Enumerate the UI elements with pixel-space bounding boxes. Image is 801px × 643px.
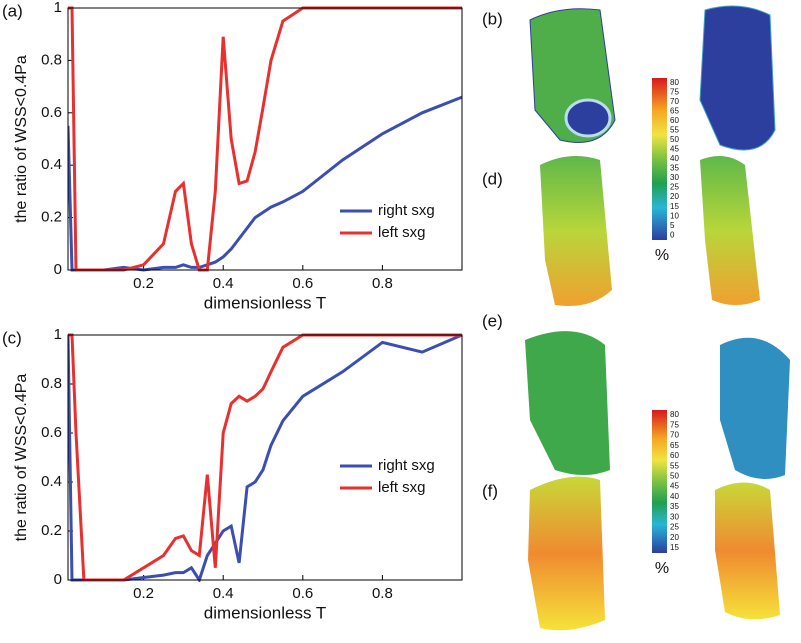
panel-label: (e) (482, 311, 503, 330)
legend-label: left sxg (378, 479, 426, 496)
y-tick-label: 0.8 (41, 375, 62, 392)
colorbar-tick-label: 50 (670, 472, 679, 481)
y-tick-label: 0.8 (41, 51, 62, 68)
colorbar-tick-label: 70 (670, 97, 679, 106)
panel-label: (d) (482, 169, 503, 188)
y-tick-label: 0.4 (41, 156, 62, 173)
colorbar-tick-label: 0 (670, 230, 675, 239)
x-tick-label: 0.4 (213, 585, 234, 602)
panel-label: (c) (2, 328, 22, 347)
colorbar-tick-label: 65 (670, 441, 679, 450)
colorbar-tick-label: 35 (670, 502, 679, 511)
vessel-renders (525, 5, 790, 631)
x-axis-label: dimensionless T (204, 293, 327, 312)
colorbar-tick-label: 5 (670, 221, 675, 230)
colorbar-tick-label: 75 (670, 87, 679, 96)
panel-label: (b) (482, 9, 503, 28)
x-tick-label: 0.8 (372, 585, 393, 602)
panel-label: (a) (2, 1, 23, 20)
y-tick-label: 0.2 (41, 522, 62, 539)
colorbar-unit: % (655, 560, 669, 577)
colorbar-tick-label: 30 (670, 173, 679, 182)
colorbar-tick-label: 15 (670, 543, 679, 552)
x-tick-label: 0.2 (133, 275, 154, 292)
y-tick-label: 1 (54, 0, 62, 16)
y-tick-label: 1 (54, 326, 62, 343)
colorbar-tick-label: 20 (670, 533, 679, 542)
y-tick-label: 0.4 (41, 473, 62, 490)
colorbar-tick-label: 60 (670, 116, 679, 125)
colorbar-tick-label: 20 (670, 192, 679, 201)
colorbar-tick-label: 75 (670, 420, 679, 429)
colorbar-tick-label: 65 (670, 106, 679, 115)
colorbar-tick-label: 45 (670, 145, 679, 154)
colorbar-tick-label: 35 (670, 164, 679, 173)
legend-label: left sxg (378, 224, 426, 241)
colorbar-tick-label: 70 (670, 431, 679, 440)
colorbar-unit: % (655, 247, 669, 264)
legend-label: right sxg (378, 457, 435, 474)
y-tick-label: 0 (54, 261, 62, 278)
plot-frame (67, 7, 463, 271)
y-tick-label: 0.2 (41, 209, 62, 226)
colorbar-tick-label: 15 (670, 202, 679, 211)
x-tick-label: 0.4 (213, 275, 234, 292)
y-tick-label: 0.6 (41, 104, 62, 121)
y-axis-label: the ratio of WSS<0.4Pa (13, 55, 30, 223)
colorbar-tick-label: 60 (670, 451, 679, 460)
panel-label: (f) (482, 481, 498, 500)
colorbar-tick-label: 55 (670, 461, 679, 470)
y-tick-label: 0 (54, 571, 62, 588)
colorbar-tick-label: 80 (670, 410, 679, 419)
series-line (68, 95, 462, 272)
colorbar (652, 410, 667, 553)
x-axis-label: dimensionless T (204, 603, 327, 622)
colorbar (652, 78, 667, 240)
y-axis-label: the ratio of WSS<0.4Pa (13, 374, 30, 542)
legend-label: right sxg (378, 202, 435, 219)
colorbar-tick-label: 45 (670, 482, 679, 491)
x-tick-label: 0.8 (372, 275, 393, 292)
colorbar-tick-label: 80 (670, 78, 679, 87)
colorbar-tick-label: 40 (670, 492, 679, 501)
y-tick-label: 0.6 (41, 424, 62, 441)
colorbar-tick-label: 50 (670, 135, 679, 144)
plot-frame (67, 334, 463, 581)
x-tick-label: 0.6 (292, 585, 313, 602)
colorbar-tick-label: 10 (670, 211, 679, 220)
colorbar-tick-label: 25 (670, 183, 679, 192)
x-tick-label: 0.2 (133, 585, 154, 602)
colorbar-tick-label: 55 (670, 126, 679, 135)
x-tick-label: 0.6 (292, 275, 313, 292)
colorbar-tick-label: 30 (670, 512, 679, 521)
colorbar-tick-label: 25 (670, 523, 679, 532)
colorbar-tick-label: 40 (670, 154, 679, 163)
